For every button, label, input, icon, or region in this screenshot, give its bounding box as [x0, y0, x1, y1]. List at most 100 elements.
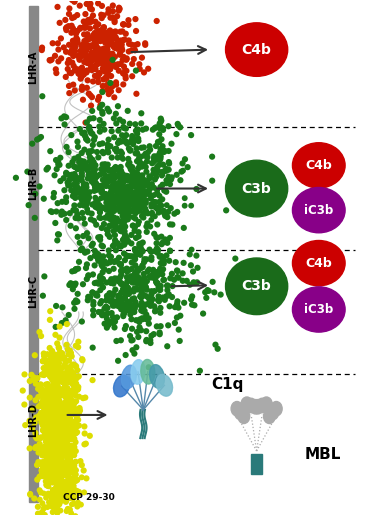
Point — [88, 171, 94, 180]
Point — [63, 446, 69, 455]
Point — [62, 406, 68, 414]
Point — [105, 35, 111, 43]
Point — [128, 336, 134, 345]
Point — [117, 173, 123, 181]
Point — [111, 265, 117, 273]
Point — [54, 442, 60, 450]
Point — [135, 185, 141, 194]
Point — [90, 57, 95, 65]
Point — [137, 200, 142, 208]
Point — [103, 75, 109, 83]
Point — [69, 171, 75, 179]
Point — [50, 475, 56, 483]
Point — [71, 299, 77, 307]
Point — [76, 257, 82, 266]
Point — [92, 199, 98, 207]
Point — [105, 178, 110, 186]
Point — [36, 458, 41, 466]
Point — [69, 459, 75, 467]
Point — [61, 481, 66, 490]
Point — [55, 498, 61, 506]
Point — [65, 398, 71, 407]
Point — [60, 463, 66, 471]
Point — [55, 366, 61, 374]
Point — [142, 41, 148, 49]
Point — [90, 288, 95, 297]
Point — [135, 199, 141, 207]
Point — [81, 23, 87, 31]
Point — [113, 78, 119, 87]
Point — [58, 114, 64, 122]
Point — [62, 469, 68, 477]
Point — [68, 486, 73, 494]
Point — [27, 490, 33, 498]
Point — [88, 34, 94, 42]
Point — [66, 89, 72, 97]
Point — [61, 440, 67, 448]
Point — [129, 196, 135, 204]
Point — [65, 486, 71, 494]
Point — [135, 165, 141, 173]
Point — [184, 277, 190, 285]
Point — [64, 398, 70, 406]
Point — [107, 206, 113, 215]
Point — [94, 289, 99, 298]
Point — [108, 33, 114, 41]
Point — [50, 490, 56, 498]
Point — [112, 185, 117, 193]
Point — [71, 181, 77, 189]
Point — [81, 189, 87, 197]
Point — [44, 456, 50, 464]
Point — [61, 487, 67, 495]
Point — [82, 24, 88, 32]
Point — [105, 147, 110, 155]
Point — [138, 245, 144, 253]
Point — [135, 186, 141, 195]
Point — [118, 168, 124, 176]
Point — [108, 61, 114, 69]
Point — [55, 467, 61, 476]
Point — [58, 435, 64, 443]
Point — [64, 406, 70, 414]
Point — [129, 163, 135, 171]
Point — [118, 288, 124, 297]
Point — [99, 2, 105, 10]
Point — [162, 235, 168, 244]
Point — [155, 138, 161, 146]
Point — [129, 259, 135, 267]
Point — [143, 327, 149, 335]
Point — [90, 344, 95, 352]
Point — [64, 424, 70, 432]
Point — [132, 223, 138, 231]
Point — [56, 473, 62, 481]
Point — [64, 417, 70, 426]
Point — [67, 454, 73, 462]
Point — [76, 488, 82, 496]
Point — [187, 281, 193, 289]
Point — [125, 203, 131, 211]
Point — [98, 188, 104, 197]
Ellipse shape — [264, 409, 275, 424]
Point — [87, 2, 93, 10]
Point — [69, 352, 75, 360]
Point — [98, 261, 104, 269]
Point — [152, 203, 158, 211]
Point — [128, 239, 134, 248]
Point — [99, 256, 105, 265]
Point — [34, 135, 40, 143]
Point — [109, 199, 115, 207]
Point — [120, 215, 126, 223]
Point — [139, 163, 145, 171]
Point — [84, 57, 90, 65]
Point — [69, 379, 75, 388]
Point — [189, 300, 195, 309]
Point — [51, 467, 57, 475]
Point — [62, 120, 68, 128]
Point — [122, 194, 128, 202]
Point — [134, 328, 140, 336]
Point — [160, 124, 166, 132]
Point — [153, 142, 159, 150]
Point — [46, 384, 52, 392]
Point — [152, 212, 158, 220]
Point — [65, 420, 70, 428]
